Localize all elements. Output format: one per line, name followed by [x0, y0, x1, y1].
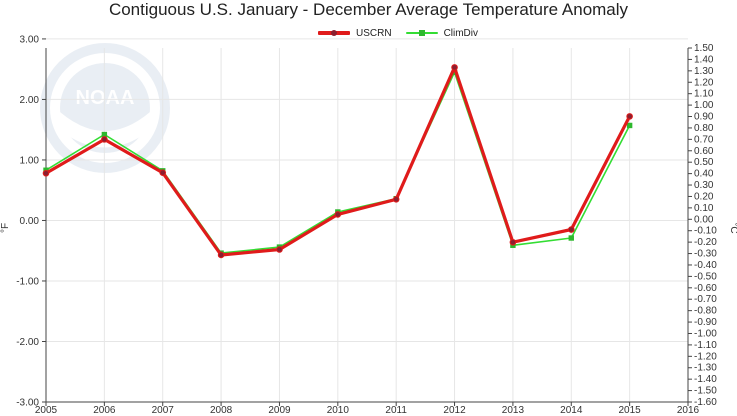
grid-lines [45, 38, 689, 403]
legend-label-climdiv: ClimDiv [443, 27, 479, 39]
legend-item-uscrn[interactable]: USCRN [318, 28, 392, 39]
legend-item-climdiv[interactable]: ClimDiv [405, 27, 479, 39]
y-tick-label: 3.00 [20, 34, 40, 45]
y-right-tick-label: -1.00 [694, 328, 717, 339]
data-series [42, 64, 633, 259]
x-tick-label: 2012 [443, 405, 466, 416]
y-axis-label: °F [0, 223, 11, 233]
y-right-tick-label: 0.70 [694, 134, 714, 145]
y-right-tick-label: 0.60 [694, 146, 714, 157]
point-uscrn [567, 226, 575, 233]
point-uscrn [101, 136, 108, 143]
y-right-tick-label: 0.40 [694, 169, 714, 180]
x-tick-label: 2014 [560, 405, 583, 416]
y-right-tick-label: 0.00 [694, 214, 714, 225]
y-right-tick-label: 0.90 [694, 112, 714, 123]
axes: 2005 2006 2007 2008 2009 2010 2011 2012 2013 2014… [0, 34, 737, 416]
y-right-tick-label: 1.20 [694, 77, 714, 88]
x-tick-label: 2009 [268, 405, 291, 416]
y-right-tick-label: 1.50 [694, 43, 714, 54]
y-right-tick-label: 1.10 [694, 89, 714, 100]
y-right-tick-label: -0.30 [694, 249, 717, 260]
x-tick-label: 2010 [327, 405, 350, 416]
y-right-tick-label: -1.10 [694, 340, 717, 351]
y-right-tick-label: 0.50 [694, 157, 714, 168]
y-tick-label: 2.00 [20, 95, 40, 106]
y-right-tick-label: -1.60 [694, 397, 717, 408]
noaa-logo-watermark: NOAA [40, 43, 170, 173]
y-axis-label-right: °C [728, 222, 737, 233]
x-tick-label: 2015 [619, 405, 642, 416]
x-tick-label: 2006 [93, 405, 116, 416]
y-right-tick-label: -0.20 [694, 237, 717, 248]
y-right-tick-label: 1.40 [694, 54, 714, 65]
legend-swatch-climdiv [405, 28, 438, 38]
point-uscrn [509, 238, 517, 246]
y-right-tick-label: -0.70 [694, 294, 717, 305]
point-climdiv [568, 235, 574, 241]
y-tick-label: -3.00 [16, 398, 39, 409]
y-right-tick-label: -1.40 [694, 374, 717, 385]
point-uscrn [392, 195, 400, 203]
point-climdiv [101, 131, 108, 138]
y-tick-label: -1.00 [16, 276, 39, 287]
chart-title: Contiguous U.S. January - December Avera… [108, 0, 629, 19]
y-right-tick-label: 1.00 [694, 100, 714, 111]
x-tick-label: 2005 [35, 405, 58, 416]
y-right-tick-label: 0.30 [694, 180, 714, 191]
y-tick-label: -2.00 [16, 337, 39, 348]
x-tick-label: 2008 [210, 405, 233, 416]
y-tick-label: 0.00 [20, 216, 40, 227]
y-right-tick-label: -0.90 [694, 317, 717, 328]
y-right-tick-label: -0.80 [694, 306, 717, 317]
y-right-tick-label: -0.40 [694, 260, 717, 271]
point-uscrn [42, 169, 50, 177]
y-tick-label: 1.00 [20, 155, 40, 166]
legend: USCRN ClimDiv [318, 26, 492, 40]
svg-text:NOAA: NOAA [76, 87, 135, 109]
point-uscrn [159, 169, 167, 176]
x-tick-label: 2016 [677, 405, 700, 416]
x-tick-label: 2007 [152, 405, 175, 416]
point-uscrn [334, 211, 342, 218]
point-uscrn [451, 64, 458, 71]
y-right-tick-label: 0.10 [694, 203, 714, 214]
point-uscrn [276, 246, 283, 253]
point-climdiv [626, 122, 633, 129]
y-right-tick-label: 0.80 [694, 123, 714, 134]
y-right-tick-label: 1.30 [694, 66, 714, 77]
y-right-tick-label: -0.10 [694, 226, 717, 237]
legend-swatch-uscrn [318, 28, 350, 38]
legend-label-uscrn: USCRN [356, 27, 392, 39]
x-tick-label: 2013 [502, 405, 525, 416]
y-right-tick-label: -0.50 [694, 271, 717, 282]
y-right-tick-label: -1.50 [694, 386, 717, 397]
y-right-tick-label: -0.60 [694, 283, 717, 294]
point-uscrn [626, 113, 633, 120]
point-uscrn [217, 251, 225, 259]
y-right-tick-label: -1.30 [694, 363, 717, 374]
x-tick-label: 2011 [385, 405, 407, 416]
y-right-tick-label: -1.20 [694, 351, 717, 362]
y-right-tick-label: 0.20 [694, 191, 714, 202]
